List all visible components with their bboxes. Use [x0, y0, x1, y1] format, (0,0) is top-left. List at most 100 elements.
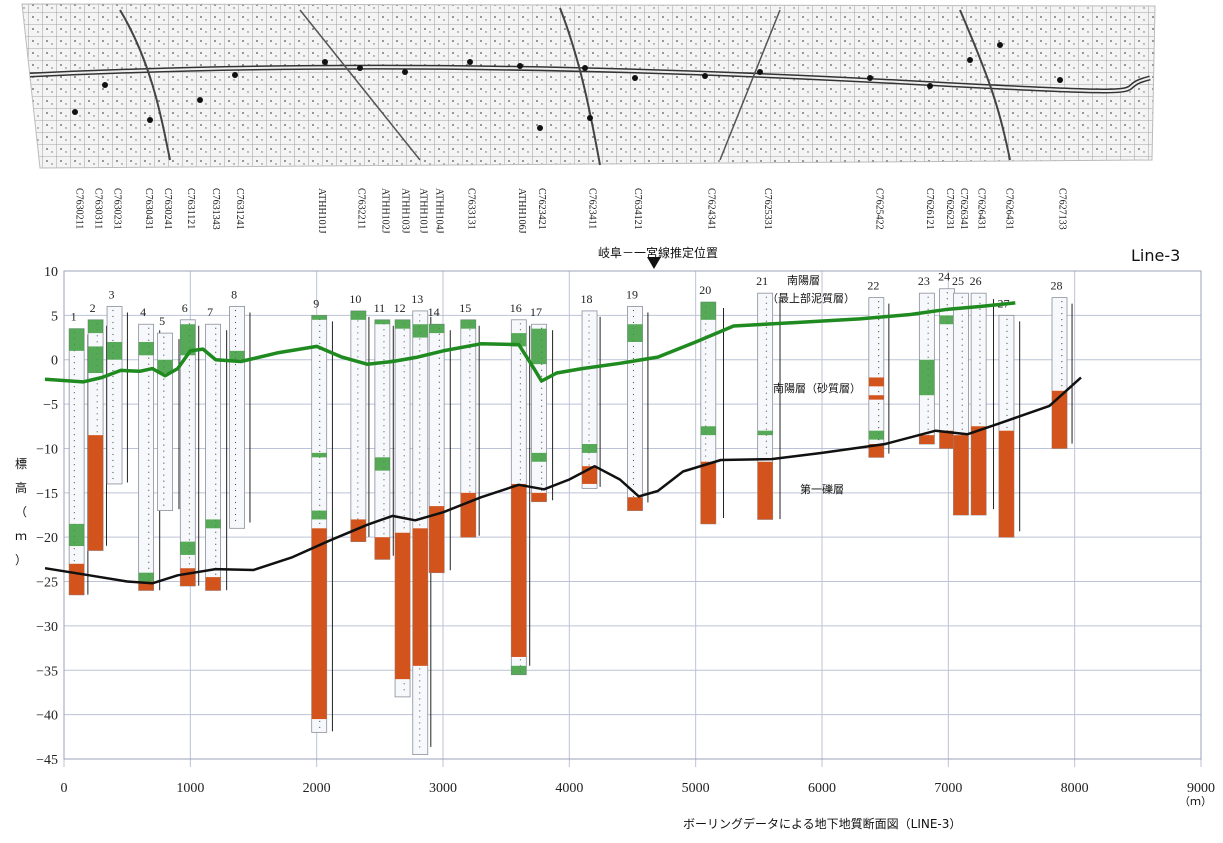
sand-dot [878, 349, 880, 351]
sand-dot [979, 410, 981, 412]
sand-dot [383, 503, 385, 505]
borehole-6: 6 [179, 301, 200, 587]
sand-dot [383, 443, 385, 445]
mud-layer [868, 430, 884, 440]
sand-dot [403, 437, 405, 439]
sand-dot [357, 458, 359, 460]
sand-dot [979, 404, 981, 406]
sand-dot [357, 410, 359, 412]
gravel-layer [350, 519, 366, 542]
sand-dot [419, 722, 421, 724]
sand-dot [419, 440, 421, 442]
sand-dot [541, 435, 543, 437]
sand-dot [469, 377, 471, 379]
sand-dot [319, 396, 321, 398]
sand-dot [234, 477, 237, 480]
y-tick-label: −45 [36, 753, 58, 768]
sand-dot [188, 563, 191, 565]
sand-dot [112, 405, 114, 408]
sand-dot [188, 401, 191, 403]
sand-dot [148, 501, 150, 503]
sand-dot [403, 413, 405, 415]
sand-dot [419, 416, 421, 418]
sand-dot [519, 371, 522, 373]
sand-dot [234, 327, 237, 330]
borehole-12: 12 [394, 301, 414, 698]
sand-dot [215, 387, 217, 389]
sand-dot [96, 401, 98, 403]
sand-dot [878, 373, 880, 375]
sand-dot [357, 494, 359, 496]
sand-dot [357, 374, 359, 376]
borehole-18: 18 [581, 292, 601, 489]
sand-dot [519, 443, 522, 445]
sand-dot [419, 410, 421, 412]
sand-dot [469, 401, 471, 403]
sand-dot [188, 515, 191, 517]
borehole-7: 7 [205, 305, 228, 591]
sand-dot [112, 441, 114, 444]
borehole-8: 8 [229, 287, 251, 529]
sand-dot [403, 455, 405, 457]
sand-dot [383, 515, 385, 517]
sand-dot [163, 390, 165, 392]
map-borehole-point [147, 117, 153, 123]
sand-dot [632, 363, 635, 366]
sand-dot [632, 411, 635, 414]
sand-dot [419, 692, 421, 694]
map-borehole-point [537, 125, 543, 131]
sand-dot [319, 354, 321, 356]
sand-dot [163, 336, 165, 338]
borehole-23: 23 [918, 274, 943, 445]
sand-dot [319, 438, 321, 440]
sand-dot [438, 477, 440, 479]
sand-dot [419, 680, 421, 682]
sand-dot [632, 375, 635, 378]
sand-dot [73, 404, 75, 406]
sand-dot [319, 390, 321, 392]
mud-layer [69, 328, 85, 351]
sand-dot [234, 333, 237, 336]
sand-dot [383, 431, 385, 433]
sand-dot [188, 407, 191, 409]
sand-dot [73, 476, 75, 478]
sand-dot [403, 371, 405, 373]
sand-dot [519, 461, 522, 463]
x-axis-unit: （ｍ） [1179, 795, 1212, 808]
borehole-4: 4 [138, 305, 161, 591]
sand-dot [469, 473, 471, 475]
borehole-number: 11 [374, 301, 386, 315]
sand-dot [112, 459, 114, 462]
sand-dot [357, 404, 359, 406]
borehole-number: 24 [938, 270, 950, 284]
sand-dot [357, 506, 359, 508]
sand-dot [1061, 367, 1063, 369]
borehole-number: 21 [756, 274, 768, 288]
sand-dot [383, 419, 385, 421]
sand-dot [946, 352, 948, 354]
sand-dot [163, 480, 165, 482]
sand-dot [234, 339, 237, 342]
sand-dot [541, 447, 543, 449]
sand-dot [961, 350, 963, 352]
sand-dot [541, 471, 543, 473]
borehole-number: 9 [313, 296, 319, 310]
sand-dot [319, 372, 321, 374]
sand-dot [419, 728, 421, 730]
sand-dot [215, 381, 217, 383]
sand-dot [319, 330, 321, 332]
sand-dot [215, 483, 217, 485]
sand-dot [946, 370, 948, 372]
sand-dot [419, 710, 421, 712]
gravel-layer [868, 444, 884, 458]
sand-dot [705, 419, 707, 421]
sand-dot [438, 471, 440, 473]
sand-dot [632, 441, 635, 444]
y-tick-label: −40 [36, 709, 58, 724]
sand-dot [961, 386, 963, 388]
sand-dot [588, 398, 590, 400]
borehole-number: 14 [428, 305, 440, 319]
sand-dot [927, 302, 929, 304]
sand-dot [979, 332, 981, 334]
sand-dot [588, 374, 590, 376]
